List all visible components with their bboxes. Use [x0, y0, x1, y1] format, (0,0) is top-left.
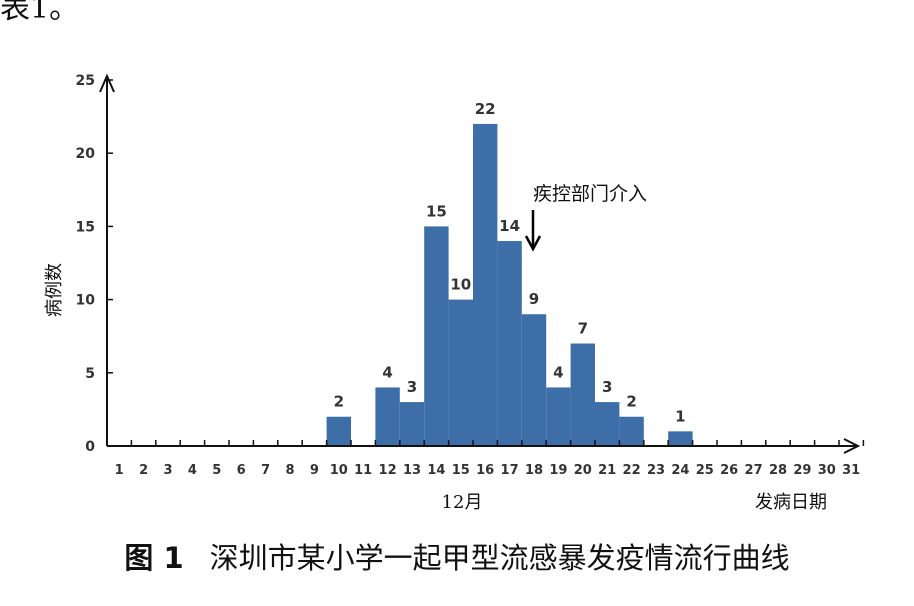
bar-day-22 [619, 416, 644, 446]
x-tick-label: 7 [261, 463, 270, 478]
data-label-day-24: 1 [675, 407, 685, 425]
data-label-day-22: 2 [626, 393, 636, 411]
x-tick-label: 31 [842, 463, 860, 478]
bar-day-13 [399, 402, 425, 446]
y-axis-arrowhead [99, 73, 115, 93]
y-tick-label: 0 [85, 439, 95, 455]
data-label-day-13: 3 [407, 378, 417, 396]
x-tick-label: 1 [115, 463, 124, 478]
x-tick-label: 29 [793, 463, 811, 478]
data-label-day-19: 4 [553, 363, 563, 381]
bar-day-17 [497, 241, 522, 446]
x-tick-label: 13 [403, 463, 421, 478]
x-tick-label: 10 [330, 463, 348, 478]
data-label-day-14: 15 [426, 202, 447, 220]
bar-day-21 [595, 402, 620, 446]
x-tick-label: 17 [501, 463, 519, 478]
x-tick-label: 21 [598, 463, 616, 478]
x-tick-label: 23 [647, 463, 665, 478]
x-tick-label: 28 [769, 463, 787, 478]
annotation-text: 疾控部门介入 [533, 183, 647, 205]
x-tick-label: 3 [163, 463, 172, 478]
data-label-day-21: 3 [602, 378, 612, 396]
x-tick-label: 11 [354, 463, 372, 478]
y-axis-title: 病例数 [44, 263, 65, 317]
figure-title: 深圳市某小学一起甲型流感暴发疫情流行曲线 [209, 541, 790, 575]
data-label-day-18: 9 [529, 290, 539, 308]
figure-caption: 图 1 深圳市某小学一起甲型流感暴发疫情流行曲线 [0, 538, 914, 578]
x-tick-label: 24 [671, 463, 689, 478]
bar-day-20 [570, 343, 595, 446]
x-tick-label: 22 [623, 463, 641, 478]
x-tick-label: 30 [818, 463, 836, 478]
x-tick-label: 18 [525, 463, 543, 478]
x-tick-label: 2 [139, 463, 148, 478]
x-tick-label: 4 [188, 463, 197, 478]
x-tick-label: 26 [720, 463, 738, 478]
bar-day-10 [326, 416, 351, 446]
y-tick-label: 5 [85, 366, 95, 382]
x-tick-label: 15 [452, 463, 470, 478]
x-tick-label: 20 [574, 463, 592, 478]
x-tick-label: 5 [212, 463, 221, 478]
x-tick-label: 12 [379, 463, 397, 478]
x-tick-label: 9 [310, 463, 319, 478]
axes-layer: 1 2 3 4 5 6 7 8 9 10 11 12 13 14 15 16 17 18 19 20 21 22 23 24 2… [76, 73, 865, 478]
x-tick-label: 25 [696, 463, 714, 478]
data-label-day-17: 14 [499, 217, 520, 235]
bar-day-19 [546, 387, 571, 446]
x-tick-label: 14 [427, 463, 445, 478]
data-label-day-15: 10 [450, 276, 471, 294]
bar-day-18 [521, 314, 547, 446]
page-text-fragment: 表1。 [0, 0, 80, 26]
bar-day-24 [668, 431, 693, 446]
data-label-day-16: 22 [475, 100, 496, 118]
annotation-arrowhead [524, 235, 542, 252]
data-label-day-20: 7 [578, 320, 588, 338]
x-tick-label: 19 [549, 463, 567, 478]
bar-day-12 [375, 387, 400, 446]
data-label-day-10: 2 [334, 393, 344, 411]
figure-number: 图 1 [124, 541, 184, 575]
x-tick-label: 27 [745, 463, 763, 478]
x-tick-label: 16 [476, 463, 494, 478]
bar-day-16 [473, 123, 498, 447]
x-tick-label: 6 [237, 463, 246, 478]
bars-layer [326, 123, 693, 447]
data-label-day-12: 4 [382, 363, 392, 381]
bar-day-14 [424, 226, 449, 446]
y-tick-label: 25 [76, 73, 95, 89]
x-axis-month-label: 12月 [442, 492, 483, 513]
y-tick-label: 10 [76, 293, 96, 309]
y-tick-label: 20 [76, 146, 96, 162]
annotation-layer: 疾控部门介入 [524, 183, 647, 252]
x-axis-arrowhead [843, 438, 861, 454]
x-tick-label: 8 [285, 463, 294, 478]
x-axis-title: 发病日期 [755, 492, 827, 513]
bar-day-15 [448, 299, 473, 446]
y-tick-label: 15 [76, 219, 95, 235]
